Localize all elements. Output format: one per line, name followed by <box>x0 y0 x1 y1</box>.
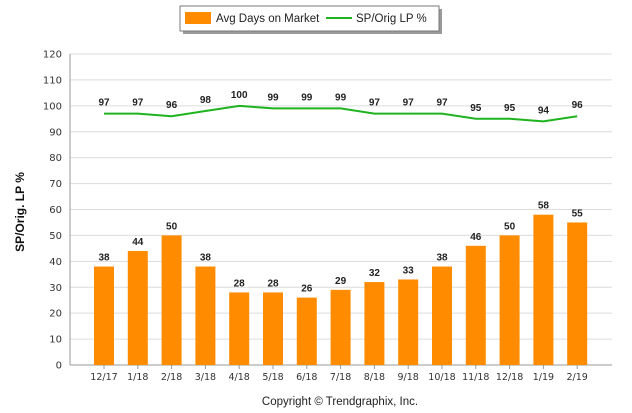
bar-value-label: 38 <box>436 253 448 264</box>
y-tick-label-90: 90 <box>49 127 62 138</box>
bar-3-18 <box>195 266 216 365</box>
x-tick-label-5-18: 5/18 <box>262 372 283 383</box>
bar-5-18 <box>263 292 283 365</box>
line-value-label: 94 <box>538 105 550 116</box>
bar-11-18 <box>465 245 486 365</box>
y-tick-label-50: 50 <box>49 231 62 242</box>
bar-value-label: 50 <box>504 221 516 232</box>
bar-value-label: 29 <box>335 276 347 287</box>
x-tick-label-6-18: 6/18 <box>296 372 317 383</box>
bar-6-18 <box>296 297 317 365</box>
bar-2-19 <box>567 222 588 365</box>
y-tick-label-120: 120 <box>43 50 62 61</box>
bar-12-17 <box>94 266 114 365</box>
line-value-label: 99 <box>335 92 347 103</box>
x-tick-label-2-19: 2/19 <box>567 372 588 383</box>
line-value-label: 96 <box>166 100 178 111</box>
bar-value-label: 33 <box>403 265 415 276</box>
x-tick-label-1-18: 1/18 <box>127 372 148 383</box>
bar-10-18 <box>432 266 452 365</box>
y-axis-ticks: 0 10 20 30 40 50 60 70 80 90 100 110 120 <box>43 50 62 372</box>
bar-value-label: 28 <box>267 278 279 289</box>
line-value-label: 95 <box>504 103 516 114</box>
bar-7-18 <box>330 289 351 365</box>
legend: Avg Days on Market SP/Orig LP % <box>179 5 442 34</box>
sp-orig-lp-line <box>104 104 578 123</box>
x-tick-label-2-18: 2/18 <box>161 372 182 383</box>
line-value-label: 96 <box>572 100 584 111</box>
y-axis-label: SP/Orig. LP % <box>13 172 27 252</box>
line-value-label: 100 <box>231 90 248 101</box>
legend-box <box>179 5 440 32</box>
line-value-label: 99 <box>267 92 279 103</box>
y-tick-label-40: 40 <box>49 257 62 268</box>
line-value-label: 97 <box>436 98 448 109</box>
x-axis-ticks: 12/17 1/18 2/18 3/18 4/18 5/18 6/18 7/18 8/18 9/1… <box>90 365 588 383</box>
bar-value-label: 50 <box>166 221 178 232</box>
bar-12-18 <box>499 235 520 365</box>
bar-2-18 <box>161 235 182 365</box>
line-series: 97 97 96 98 100 99 99 99 97 97 97 95 95 94 96 <box>98 90 584 123</box>
y-tick-label-60: 60 <box>49 205 62 216</box>
x-tick-label-9-18: 9/18 <box>398 372 419 383</box>
y-tick-label-10: 10 <box>49 335 62 346</box>
x-tick-label-11-18: 11/18 <box>462 372 489 383</box>
legend-swatch-bar <box>185 12 211 24</box>
x-tick-label-4-18: 4/18 <box>229 372 250 383</box>
bar-value-label: 38 <box>200 253 212 264</box>
bar-value-label: 44 <box>132 237 144 248</box>
bar-value-label: 38 <box>98 253 110 264</box>
line-value-label: 97 <box>369 98 381 109</box>
x-tick-label-3-18: 3/18 <box>195 372 216 383</box>
y-tick-label-110: 110 <box>43 75 62 86</box>
copyright-text: Copyright © Trendgraphix, Inc. <box>262 396 418 408</box>
x-tick-label-1-19: 1/19 <box>533 372 554 383</box>
bar-1-19 <box>533 214 554 365</box>
line-value-label: 98 <box>200 95 212 106</box>
line-value-label: 95 <box>470 103 482 114</box>
y-tick-label-80: 80 <box>49 153 62 164</box>
line-value-label: 97 <box>403 98 415 109</box>
legend-label-days-on-market: Avg Days on Market <box>216 13 320 25</box>
line-value-label: 99 <box>301 92 313 103</box>
bar-series: 38 44 50 38 28 28 26 29 32 33 38 46 50 58 55 <box>94 201 588 365</box>
x-tick-label-10-18: 10/18 <box>428 372 455 383</box>
x-tick-label-12-18: 12/18 <box>496 372 523 383</box>
x-tick-label-7-18: 7/18 <box>330 372 351 383</box>
y-tick-label-70: 70 <box>49 179 62 190</box>
line-value-label: 97 <box>98 98 110 109</box>
bar-value-label: 46 <box>470 232 482 243</box>
x-tick-label-12-17: 12/17 <box>90 372 117 383</box>
line-value-label: 97 <box>132 98 144 109</box>
bar-1-18 <box>127 250 148 365</box>
bar-value-label: 26 <box>301 284 313 295</box>
bar-8-18 <box>364 282 385 365</box>
bar-value-label: 58 <box>538 201 550 212</box>
y-tick-label-0: 0 <box>56 361 62 372</box>
bar-value-label: 55 <box>572 208 584 219</box>
bar-value-label: 28 <box>234 278 246 289</box>
legend-label-sp-orig-lp: SP/Orig LP % <box>356 13 427 25</box>
y-tick-label-100: 100 <box>43 101 62 112</box>
y-tick-label-30: 30 <box>49 283 62 294</box>
bar-value-label: 32 <box>369 268 381 279</box>
y-tick-label-20: 20 <box>49 309 62 320</box>
bar-9-18 <box>398 279 419 365</box>
bar-4-18 <box>229 292 250 365</box>
x-tick-label-8-18: 8/18 <box>364 372 385 383</box>
